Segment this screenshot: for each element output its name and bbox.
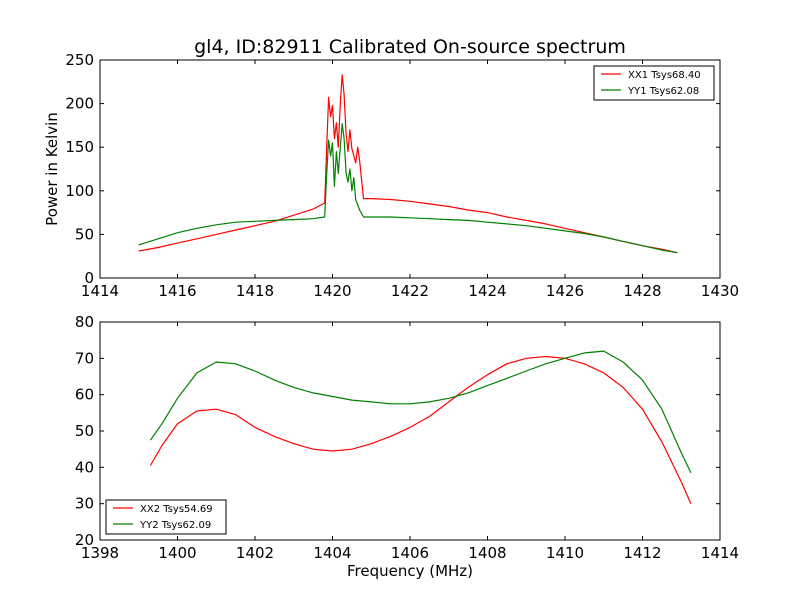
bottom-legend-label-yy2: YY2 Tsys62.09 <box>139 520 211 531</box>
chart-title: gl4, ID:82911 Calibrated On-source spect… <box>194 36 626 58</box>
top-x-tick-label: 1418 <box>236 282 274 300</box>
top-plot-panel: 1414 1416 1418 1420 1422 1424 1426 1428 1430 0 50… <box>43 51 739 300</box>
bottom-x-tick-label: 1406 <box>391 544 429 562</box>
bottom-x-tick-label: 1400 <box>158 544 196 562</box>
top-series-line-xx1 <box>138 74 678 254</box>
x-axis-title: Frequency (MHz) <box>347 562 473 580</box>
top-x-tick-label: 1428 <box>623 282 661 300</box>
bottom-series-line-yy2 <box>149 350 692 474</box>
bottom-x-tick-label: 1410 <box>546 544 584 562</box>
top-y-axis-title: Power in Kelvin <box>43 112 61 226</box>
top-y-tick-label: 50 <box>75 225 94 243</box>
top-y-tick-label: 150 <box>65 138 94 156</box>
bottom-x-tick-label: 1414 <box>701 544 739 562</box>
top-y-tick-label: 100 <box>65 182 94 200</box>
bottom-series-lines <box>149 350 692 504</box>
top-x-tick-label: 1424 <box>468 282 506 300</box>
top-legend-label-yy1: YY1 Tsys62.08 <box>627 86 699 97</box>
top-x-tick-label: 1426 <box>546 282 584 300</box>
top-x-tick-label: 1422 <box>391 282 429 300</box>
top-legend-label-xx1: XX1 Tsys68.40 <box>628 70 701 81</box>
top-legend-box <box>593 65 715 101</box>
bottom-x-tick-label: 1408 <box>468 544 506 562</box>
top-x-tick-label: 1416 <box>158 282 196 300</box>
top-x-tick-label: 1430 <box>701 282 739 300</box>
bottom-y-tick-label: 40 <box>75 458 94 476</box>
bottom-plot-frame <box>99 321 721 541</box>
bottom-y-tick-label: 70 <box>75 349 94 367</box>
top-y-tick-label: 250 <box>65 51 94 69</box>
bottom-y-tick-label: 80 <box>75 313 94 331</box>
bottom-y-tick-label: 50 <box>75 422 94 440</box>
top-legend: XX1 Tsys68.40 YY1 Tsys62.08 <box>593 65 715 101</box>
bottom-series-line-xx2 <box>149 355 692 504</box>
top-series-line-yy1 <box>138 123 678 254</box>
top-y-tick-label: 200 <box>65 95 94 113</box>
bottom-y-tick-label: 60 <box>75 386 94 404</box>
bottom-y-tick-label: 20 <box>75 531 94 549</box>
bottom-legend-label-xx2: XX2 Tsys54.69 <box>140 504 213 515</box>
bottom-x-tick-labels: 1398 1400 1402 1404 1406 1408 1410 1412 1414 <box>81 544 739 562</box>
top-y-tick-label: 0 <box>84 269 94 287</box>
bottom-y-tick-labels: 20 30 40 50 60 70 80 <box>75 313 94 549</box>
top-x-tick-label: 1420 <box>313 282 351 300</box>
top-x-tick-label: 1414 <box>81 282 119 300</box>
bottom-x-tick-label: 1398 <box>81 544 119 562</box>
bottom-x-tick-label: 1412 <box>623 544 661 562</box>
top-plot-frame <box>99 59 721 279</box>
bottom-legend: XX2 Tsys54.69 YY2 Tsys62.09 <box>105 499 227 535</box>
bottom-legend-box <box>105 499 227 535</box>
bottom-plot-panel: 1398 1400 1402 1404 1406 1408 1410 1412 1414 20 3… <box>75 313 739 580</box>
top-series-lines <box>138 74 678 254</box>
top-y-tick-labels: 0 50 100 150 200 250 <box>65 51 94 287</box>
bottom-y-tick-label: 30 <box>75 495 94 513</box>
top-x-tick-labels: 1414 1416 1418 1420 1422 1424 1426 1428 1430 <box>81 282 739 300</box>
bottom-x-tick-label: 1402 <box>236 544 274 562</box>
bottom-x-tick-label: 1404 <box>313 544 351 562</box>
